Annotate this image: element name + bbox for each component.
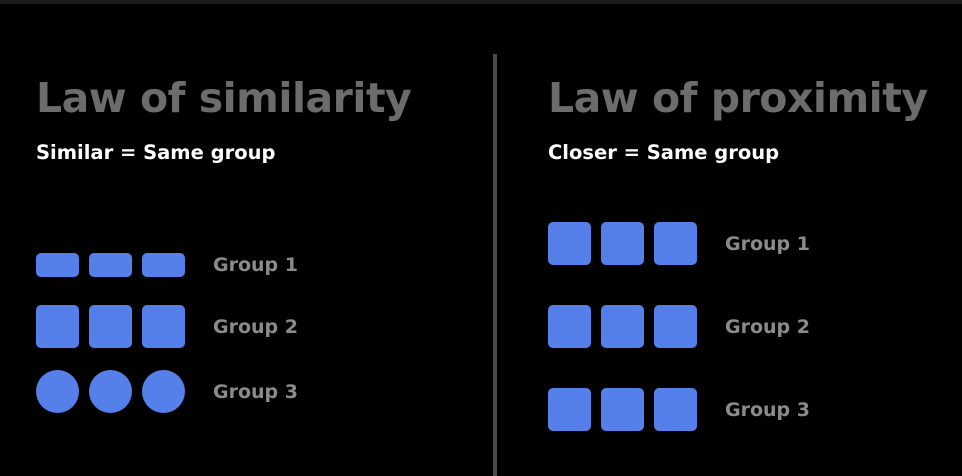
proximity-subtitle: Closer = Same group	[548, 141, 780, 164]
circle-shape	[89, 370, 132, 413]
top-border	[0, 0, 962, 4]
rounded-square-shape	[601, 305, 644, 348]
proximity-group-2-label: Group 2	[725, 316, 810, 338]
rounded-rectangle-shape	[142, 253, 185, 277]
panel-divider	[493, 54, 497, 476]
rounded-square-shape	[548, 222, 591, 265]
rounded-square-shape	[601, 388, 644, 431]
rounded-rectangle-shape	[89, 253, 132, 277]
rounded-square-shape	[36, 305, 79, 348]
circle-shape	[142, 370, 185, 413]
similarity-title: Law of similarity	[36, 74, 412, 122]
rounded-square-shape	[654, 388, 697, 431]
rounded-square-shape	[548, 305, 591, 348]
rounded-square-shape	[601, 222, 644, 265]
rounded-square-shape	[654, 222, 697, 265]
similarity-group-3-label: Group 3	[213, 381, 298, 403]
rounded-square-shape	[142, 305, 185, 348]
similarity-group-2-label: Group 2	[213, 316, 298, 338]
circle-shape	[36, 370, 79, 413]
rounded-square-shape	[89, 305, 132, 348]
rounded-square-shape	[654, 305, 697, 348]
similarity-group-1-label: Group 1	[213, 254, 298, 276]
proximity-group-1-label: Group 1	[725, 233, 810, 255]
proximity-title: Law of proximity	[548, 74, 928, 122]
rounded-square-shape	[548, 388, 591, 431]
proximity-group-3-label: Group 3	[725, 399, 810, 421]
similarity-subtitle: Similar = Same group	[36, 141, 276, 164]
rounded-rectangle-shape	[36, 253, 79, 277]
